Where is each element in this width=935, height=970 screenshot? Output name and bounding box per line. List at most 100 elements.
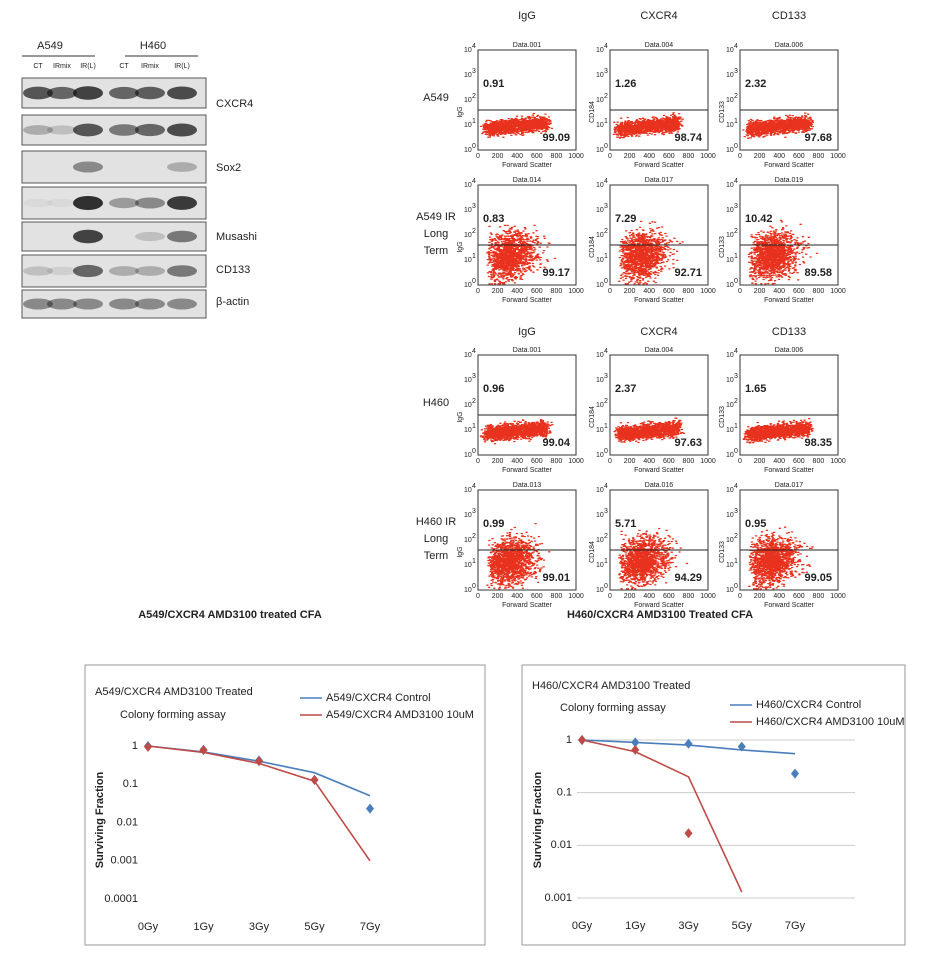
y-tick-base: 10 [596,402,604,409]
x-tick-label: 200 [492,458,504,465]
blot-band [109,124,139,136]
y-tick-base: 10 [726,147,734,154]
data-point [144,741,152,752]
x-tick-label: 600 [531,458,543,465]
blot-band [73,196,103,210]
y-axis-title: Surviving Fraction [532,771,544,868]
y-tick-base: 10 [726,232,734,239]
y-tick-base: 10 [464,207,472,214]
x-tick-label: 7Gy [360,921,381,933]
x-tick-label: 200 [624,593,636,600]
x-tick-label: 1000 [700,593,716,600]
y-tick-exp: 2 [604,93,608,100]
x-tick-label: 1000 [700,288,716,295]
fit-line [147,745,371,797]
y-tick-base: 10 [726,72,734,79]
x-axis-label: Forward Scatter [502,162,552,169]
y-tick-base: 10 [596,452,604,459]
y-tick-exp: 0 [604,278,608,285]
column-label: CD133 [772,326,806,338]
lower-percent: 92.71 [674,267,702,279]
blot-band [47,198,77,208]
y-tick-exp: 4 [604,178,608,185]
y-tick-base: 10 [726,487,734,494]
x-tick-label: 400 [643,593,655,600]
x-tick-label: 800 [683,593,695,600]
x-tick-label: 0 [608,593,612,600]
y-tick-exp: 0 [472,278,476,285]
panel-id: Data.017 [645,177,674,184]
data-point [578,735,586,745]
panel-frame [739,354,839,456]
x-tick-label: 1Gy [193,921,214,933]
x-tick-label: 400 [643,153,655,160]
chart-caption: A549/CXCR4 AMD3100 treated CFA [138,609,322,621]
y-tick-label: 0.1 [557,787,572,799]
upper-percent: 2.32 [745,78,766,90]
upper-percent: 7.29 [615,213,636,225]
y-tick-exp: 3 [472,508,476,515]
blot-band [23,86,53,100]
upper-percent: 0.91 [483,78,504,90]
y-tick-exp: 1 [604,558,608,565]
upper-percent: 1.65 [745,383,766,395]
y-tick-exp: 0 [734,278,738,285]
lane-label: IR(L) [174,63,190,70]
blot-band [135,298,165,310]
panel-frame [477,354,577,456]
y-tick-base: 10 [596,487,604,494]
y-tick-base: 10 [726,587,734,594]
lower-percent: 97.63 [674,437,702,449]
y-tick-base: 10 [596,427,604,434]
y-tick-exp: 4 [734,43,738,50]
panel-id: Data.016 [645,482,674,489]
x-tick-label: 0Gy [138,921,159,933]
x-tick-label: 1000 [830,458,846,465]
y-tick-exp: 2 [472,533,476,540]
upper-percent: 5.71 [615,518,636,530]
y-tick-label: 0.1 [123,778,138,790]
x-axis-label: Forward Scatter [634,297,684,304]
y-tick-exp: 1 [604,118,608,125]
y-tick-base: 10 [726,537,734,544]
lane-label: IRmix [141,63,159,70]
y-tick-base: 10 [464,537,472,544]
blot-band [47,298,77,310]
y-tick-label: 0.0001 [104,893,138,905]
x-tick-label: 3Gy [249,921,270,933]
y-tick-exp: 4 [472,178,476,185]
y-tick-exp: 4 [734,348,738,355]
y-tick-base: 10 [726,427,734,434]
column-label: IgG [518,326,536,338]
x-tick-label: 600 [793,153,805,160]
x-tick-label: 200 [624,153,636,160]
y-tick-base: 10 [464,72,472,79]
lower-percent: 99.05 [804,572,832,584]
x-tick-label: 200 [754,458,766,465]
panel-id: Data.006 [775,42,804,49]
blot-band [109,197,139,209]
lower-percent: 99.09 [542,132,570,144]
x-tick-label: 0 [608,288,612,295]
y-tick-exp: 1 [734,558,738,565]
scatter-cloud [613,417,686,444]
x-axis-label: Forward Scatter [634,602,684,609]
x-tick-label: 200 [624,458,636,465]
x-tick-label: 200 [492,593,504,600]
x-tick-label: 600 [663,458,675,465]
x-tick-label: 800 [551,593,563,600]
y-tick-base: 10 [726,352,734,359]
x-tick-label: 0 [608,153,612,160]
y-axis-label: IgG [457,546,464,557]
y-tick-base: 10 [464,47,472,54]
y-tick-base: 10 [726,207,734,214]
x-tick-label: 1000 [700,153,716,160]
y-tick-base: 10 [596,562,604,569]
y-tick-base: 10 [596,122,604,129]
x-tick-label: 0 [476,288,480,295]
x-tick-label: 400 [773,153,785,160]
y-tick-exp: 2 [604,398,608,405]
x-tick-label: 0 [738,288,742,295]
y-tick-exp: 1 [472,253,476,260]
x-axis-label: Forward Scatter [764,602,814,609]
